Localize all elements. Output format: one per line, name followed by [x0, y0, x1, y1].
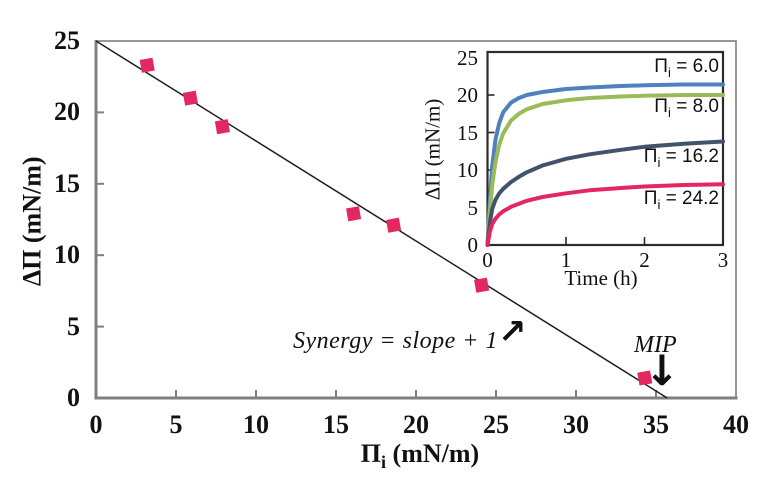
- inset-y-tick-label: 20: [457, 83, 478, 107]
- main-x-tick-label: 30: [563, 410, 589, 439]
- main-x-tick-label: 25: [483, 410, 509, 439]
- pi-symbol: Π: [360, 439, 382, 468]
- inset-y-tick-label: 15: [457, 120, 478, 145]
- scatter-point: [139, 57, 155, 73]
- northeast-arrow-icon: ↗: [498, 312, 527, 352]
- mip-annotation: MIP: [634, 332, 677, 358]
- inset-y-tick-label: 5: [467, 195, 479, 220]
- series-curve: [485, 93, 725, 247]
- down-arrow-icon: ↓: [644, 346, 680, 395]
- main-x-tick-label: 20: [403, 410, 429, 439]
- series-curve: [485, 139, 725, 247]
- curve-label: Πi = 24.2: [643, 188, 719, 212]
- inset-y-axis-title: ΔΠ (mN/m): [420, 98, 445, 201]
- main-y-tick-label: 0: [67, 383, 80, 412]
- main-x-tick-label: 10: [243, 410, 269, 439]
- scatter-point: [386, 217, 402, 233]
- scatter-point: [214, 119, 230, 135]
- main-y-tick-label: 10: [54, 240, 80, 270]
- inset-x-tick-label: 0: [482, 248, 493, 272]
- main-x-tick-label: 0: [89, 410, 103, 439]
- curve-label: Πi = 8.0: [654, 96, 719, 120]
- inset-x-tick-label: 3: [717, 248, 729, 272]
- scatter-point: [182, 90, 198, 106]
- inset-y-tick-label: 10: [457, 158, 478, 182]
- scatter-point: [637, 370, 653, 386]
- series-curve: [485, 82, 725, 247]
- inset-x-tick-label: 1: [560, 248, 572, 272]
- x-axis-unit: (mN/m): [386, 439, 480, 468]
- curve-label: Πi = 16.2: [643, 146, 719, 170]
- inset-y-tick-label: 0: [467, 233, 479, 257]
- main-y-tick-label: 15: [54, 168, 80, 198]
- synergy-annotation: Synergy = slope + 1: [293, 328, 498, 354]
- main-y-tick-label: 5: [67, 311, 80, 341]
- main-y-tick-label: 25: [54, 26, 80, 55]
- scatter-point: [474, 277, 490, 293]
- main-x-tick-label: 35: [643, 410, 669, 439]
- main-x-tick-label: 5: [169, 410, 183, 439]
- series-curve: [485, 182, 725, 247]
- main-x-axis-title: Πi (mN/m): [310, 439, 530, 473]
- inset-y-tick-label: 25: [457, 45, 478, 70]
- main-x-tick-label: 15: [323, 410, 349, 439]
- main-x-tick-label: 40: [723, 410, 749, 439]
- curve-label: Πi = 6.0: [654, 56, 719, 80]
- scatter-point: [346, 206, 362, 222]
- pi-subscript: i: [381, 452, 387, 473]
- main-y-axis-title: ΔΠ (mN/m): [17, 156, 47, 287]
- inset-x-tick-label: 2: [639, 248, 650, 272]
- inset-x-axis-title: Time (h): [564, 266, 638, 290]
- main-y-tick-label: 20: [54, 97, 80, 127]
